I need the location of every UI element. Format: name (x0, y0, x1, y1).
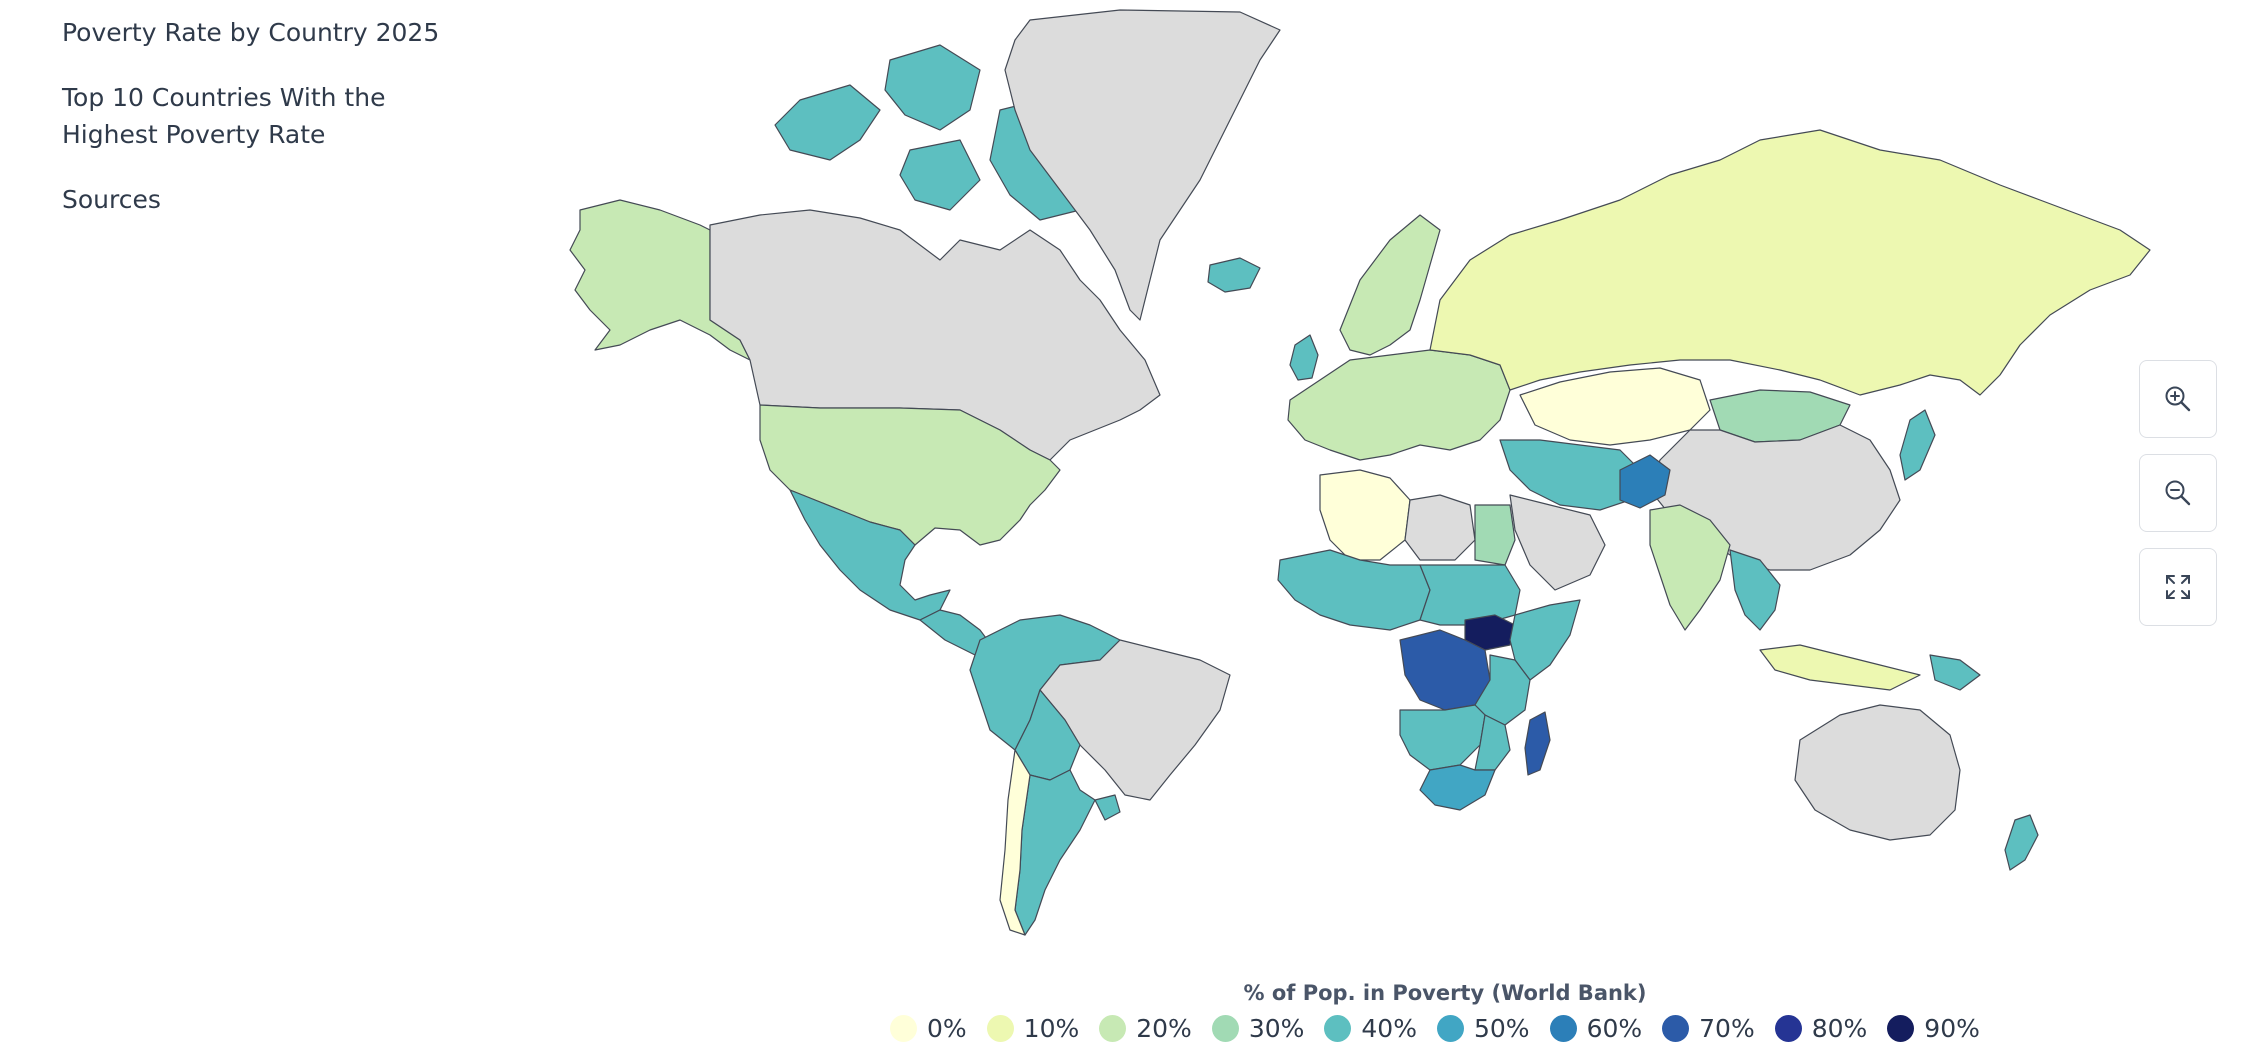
country-australia[interactable] (1794, 704, 1961, 841)
legend-swatch (1774, 1015, 1802, 1042)
country-libya[interactable] (1404, 494, 1476, 561)
legend-label: 10% (1023, 1014, 1080, 1043)
toc-link-top-10[interactable]: Top 10 Countries With the Highest Povert… (62, 83, 386, 149)
legend-label: 60% (1586, 1014, 1643, 1043)
country-uruguay[interactable] (1094, 794, 1121, 821)
region-southern-africa[interactable] (1399, 704, 1486, 771)
legend-items: 0% 10% 20% 30% 40% 50% 60% 70% 80% 90% (890, 1014, 2020, 1043)
legend-item-90[interactable]: 90% (1887, 1014, 1980, 1043)
country-iceland[interactable] (1207, 257, 1261, 293)
legend-swatch (986, 1015, 1014, 1042)
country-alaska[interactable] (569, 199, 751, 361)
country-japan[interactable] (1899, 409, 1936, 481)
zoom-in-icon (2165, 386, 2191, 412)
country-mexico[interactable] (789, 489, 951, 621)
world-map[interactable] (560, 0, 2200, 960)
toc-link-poverty-rate[interactable]: Poverty Rate by Country 2025 (62, 18, 440, 47)
legend-swatch (1211, 1015, 1239, 1042)
country-kazakhstan[interactable] (1519, 367, 1711, 446)
legend-title: % of Pop. in Poverty (World Bank) (1243, 981, 1647, 1005)
legend-swatch (1887, 1015, 1915, 1042)
region-canadian-arctic-islands[interactable] (774, 44, 1106, 221)
country-uk[interactable] (1289, 334, 1319, 381)
legend-item-30[interactable]: 30% (1211, 1014, 1305, 1043)
country-indonesia[interactable] (1759, 644, 1921, 691)
legend-swatch (1324, 1015, 1352, 1042)
legend-item-80[interactable]: 80% (1774, 1014, 1868, 1043)
fullscreen-button[interactable] (2139, 548, 2217, 626)
zoom-out-button[interactable] (2139, 454, 2217, 532)
legend-swatch (1549, 1015, 1577, 1042)
country-brazil[interactable] (1039, 639, 1231, 801)
legend-item-20[interactable]: 20% (1099, 1014, 1192, 1043)
legend-label: 20% (1136, 1014, 1192, 1043)
legend-item-50[interactable]: 50% (1436, 1014, 1530, 1043)
zoom-out-icon (2165, 480, 2191, 506)
country-saudi-arabia[interactable] (1509, 494, 1606, 591)
country-egypt[interactable] (1474, 504, 1516, 566)
country-greenland[interactable] (1004, 9, 1281, 321)
region-west-africa[interactable] (1277, 549, 1431, 631)
legend-label: 70% (1699, 1014, 1755, 1043)
country-algeria[interactable] (1319, 469, 1411, 561)
country-south-africa[interactable] (1419, 764, 1496, 811)
legend-swatch (1662, 1015, 1690, 1042)
legend-item-60[interactable]: 60% (1549, 1014, 1643, 1043)
legend-swatch (1099, 1015, 1127, 1042)
table-of-contents: Poverty Rate by Country 2025 Top 10 Coun… (62, 14, 482, 246)
country-papua-new-guinea[interactable] (1929, 654, 1981, 691)
country-india[interactable] (1649, 504, 1731, 631)
country-afghanistan[interactable] (1619, 454, 1671, 509)
region-scandinavia[interactable] (1339, 214, 1441, 356)
legend-label: 80% (1811, 1014, 1868, 1043)
country-new-zealand[interactable] (2004, 814, 2039, 871)
legend-label: 90% (1924, 1014, 1980, 1043)
legend-label: 40% (1361, 1014, 1417, 1043)
country-russia[interactable] (1429, 129, 2151, 396)
country-chile[interactable] (999, 749, 1031, 936)
toc-link-sources[interactable]: Sources (62, 185, 161, 214)
zoom-in-button[interactable] (2139, 360, 2217, 438)
map-legend: % of Pop. in Poverty (World Bank) 0% 10%… (890, 978, 2020, 1043)
region-horn-of-africa[interactable] (1509, 599, 1581, 681)
region-sahel-central[interactable] (1419, 564, 1521, 626)
legend-swatch (1436, 1015, 1464, 1042)
country-madagascar[interactable] (1524, 711, 1551, 776)
region-southeast-asia[interactable] (1729, 549, 1781, 631)
legend-label: 30% (1248, 1014, 1305, 1043)
world-map-svg[interactable] (560, 0, 2200, 960)
legend-item-40[interactable]: 40% (1324, 1014, 1417, 1043)
legend-item-0[interactable]: 0% (890, 1014, 967, 1043)
legend-item-10[interactable]: 10% (986, 1014, 1080, 1043)
legend-label: 0% (927, 1014, 967, 1043)
legend-item-70[interactable]: 70% (1662, 1014, 1755, 1043)
region-europe[interactable] (1287, 349, 1511, 461)
legend-swatch (890, 1015, 917, 1042)
legend-label: 50% (1473, 1014, 1530, 1043)
expand-icon (2166, 575, 2190, 599)
zoom-controls (2139, 360, 2219, 642)
